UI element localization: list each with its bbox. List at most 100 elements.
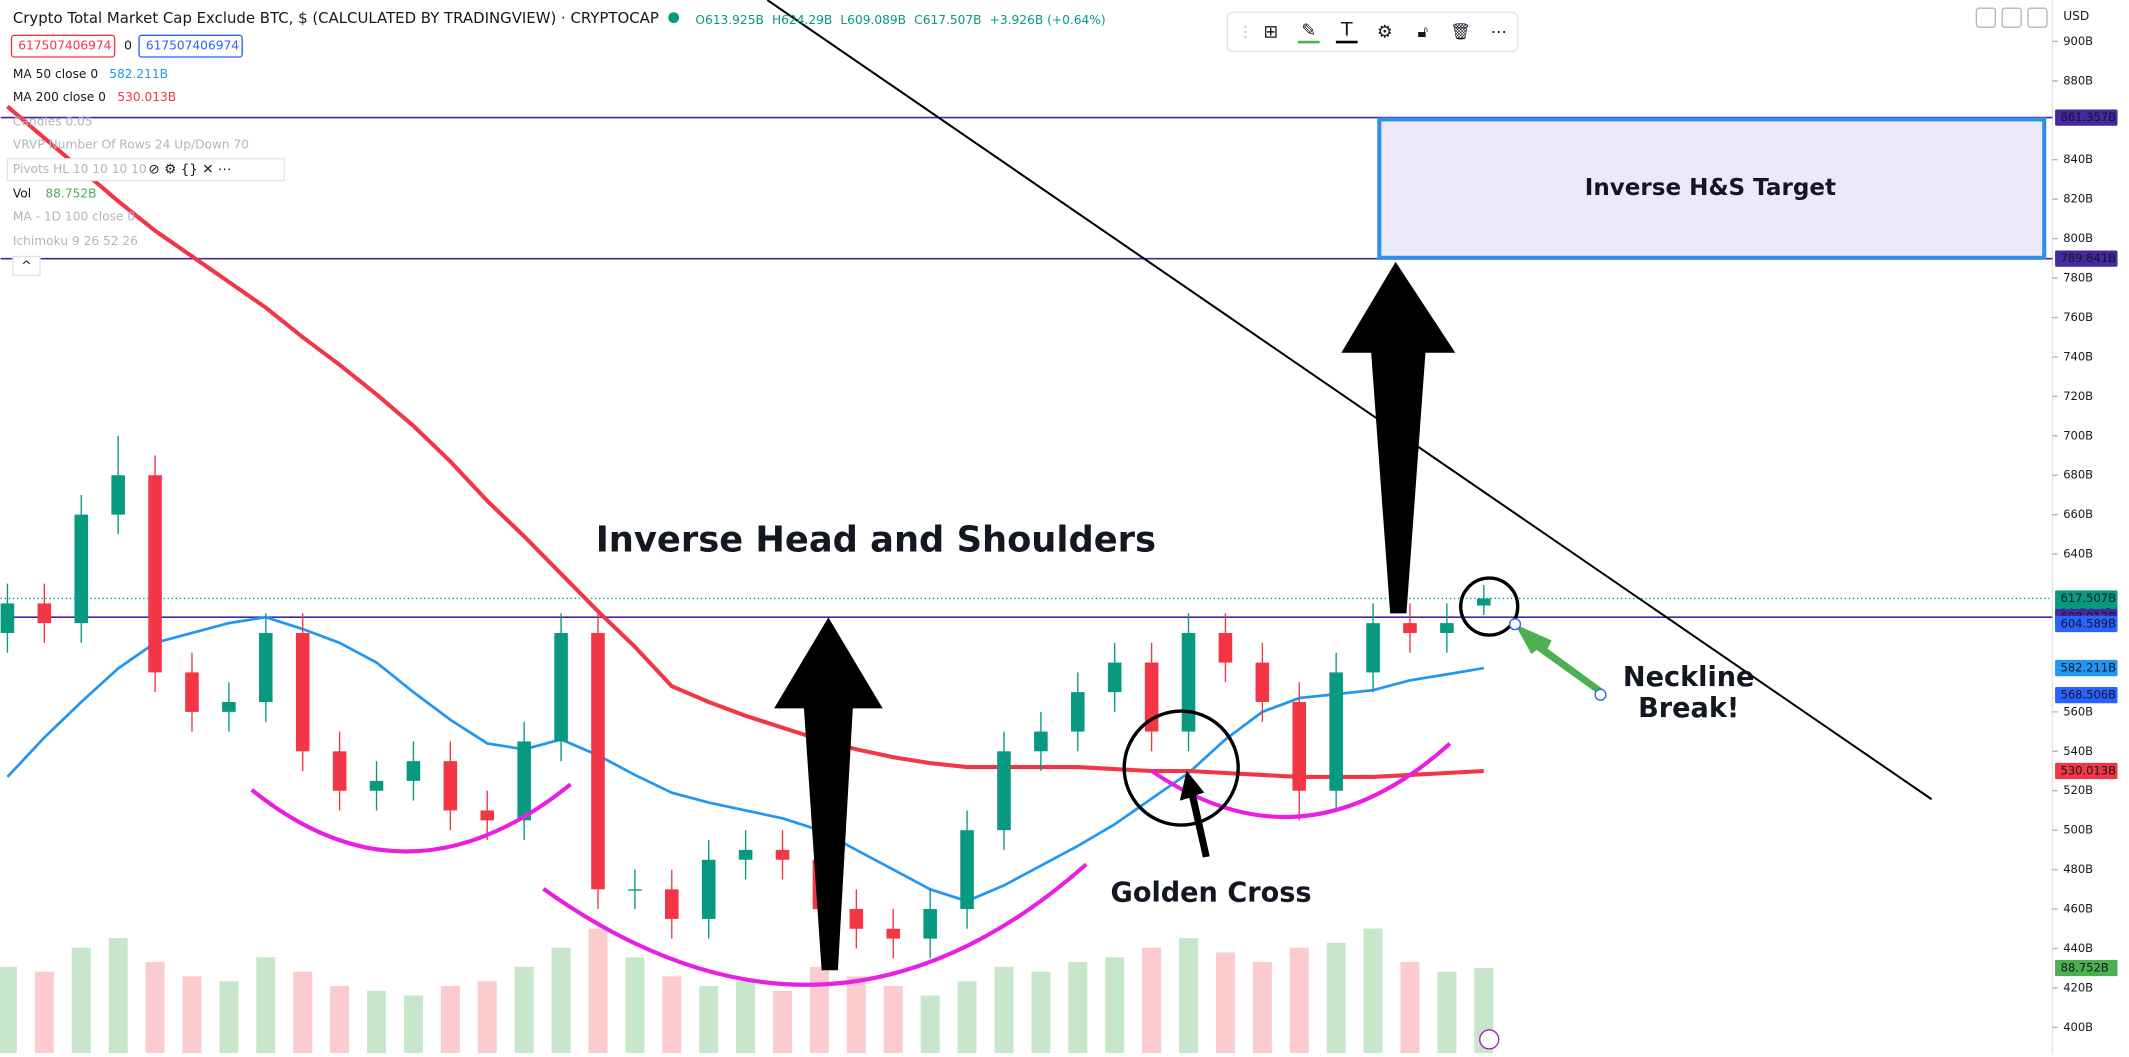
candle-body (738, 849, 753, 860)
price-label-box (2055, 659, 2118, 677)
currency[interactable]: USD (2063, 9, 2089, 23)
price-label: 582.211B (2061, 661, 2117, 675)
volume-bar (403, 995, 423, 1053)
candle-body (1181, 632, 1196, 732)
y-tick-label: 700B (2063, 428, 2093, 442)
input[interactable]: 617507406974 (18, 39, 111, 53)
candle-body (1477, 598, 1491, 606)
candle-body (148, 475, 162, 673)
volume-bar (293, 971, 313, 1053)
candle-body (997, 751, 1011, 831)
volume-bar (994, 966, 1014, 1053)
volume-label-box (2055, 959, 2118, 977)
plot-area (0, 104, 2053, 1053)
indicator[interactable]: Vol (13, 187, 31, 201)
chart-title: Crypto Total Market Cap Exclude BTC, $ (… (13, 9, 659, 27)
text-button[interactable]: T (1340, 18, 1353, 40)
lightning-icon[interactable] (1479, 1029, 1500, 1050)
candle-body (517, 741, 531, 821)
circle (1459, 576, 1520, 637)
more-button[interactable]: ⋯ (1491, 22, 1507, 41)
candle-body (1255, 662, 1270, 702)
candle-body (369, 780, 384, 791)
candle-body (111, 475, 125, 515)
y-tick-label: 880B (2063, 73, 2093, 87)
volume-bar (1068, 962, 1088, 1053)
delete-button[interactable]: 🗑︎ (1450, 22, 1471, 41)
volume-bar (625, 957, 645, 1053)
settings-button[interactable]: ⚙ (1377, 23, 1393, 43)
price-label: 530.013B (2061, 763, 2117, 777)
input[interactable]: 0 (124, 39, 132, 53)
indicator[interactable]: MA - 1D 100 close 0 (13, 210, 135, 224)
candle-body (886, 928, 901, 939)
trend-line (766, 0, 1933, 801)
volume-bar (71, 947, 91, 1053)
price-label: 568.506B (2061, 688, 2117, 702)
y-tick-label: 480B (2063, 862, 2093, 876)
volume-bar (34, 971, 54, 1053)
color-button[interactable]: ✎ (1301, 21, 1316, 41)
y-tick-label: 820B (2063, 192, 2093, 206)
indicator[interactable]: Pivots HL 10 10 10 10 (13, 162, 147, 176)
icons[interactable]: ⊘ ⚙ {} ✕ ⋯ (149, 162, 232, 178)
arrow (1515, 624, 1604, 695)
volume-bar (0, 966, 17, 1053)
input[interactable]: 617507406974 (146, 39, 239, 53)
candle-body (222, 702, 236, 712)
volume-bar (1179, 938, 1199, 1053)
lock-button[interactable]: 🔓︎ (1417, 22, 1428, 41)
volume-bar (219, 981, 239, 1053)
y-tick-label: 400B (2063, 1020, 2093, 1034)
y-tick-label: 900B (2063, 34, 2093, 48)
volume-bar (1363, 928, 1383, 1053)
candle-body (1292, 702, 1307, 791)
indicator[interactable]: MA 50 close 0 (13, 67, 98, 81)
volume-bar (1215, 952, 1235, 1053)
scroll-button[interactable] (1975, 7, 1997, 28)
candle-body (665, 889, 679, 919)
fullscreen-button[interactable] (2001, 7, 2022, 28)
ohlc-value: C617.507B (914, 13, 981, 27)
volume-bar (920, 995, 940, 1053)
break-label: Neckline (1623, 662, 1755, 693)
arrow-up (774, 617, 883, 971)
indicator[interactable]: MA 200 close 0 (13, 90, 106, 104)
y-tick-label: 420B (2063, 980, 2093, 994)
y-tick-label: 540B (2063, 744, 2093, 758)
volume-bar (330, 985, 350, 1053)
y-tick-label: 680B (2063, 468, 2093, 482)
ohlc-value: L609.089B (840, 13, 906, 27)
indicator[interactable]: Candles 0.05 (13, 115, 93, 129)
y-tick-label: 460B (2063, 902, 2093, 916)
collapse-icon[interactable]: ^ (21, 258, 31, 272)
volume-bar (1437, 971, 1457, 1053)
y-tick-label: 440B (2063, 941, 2093, 955)
volume-bar (367, 990, 387, 1053)
price-label-box (2055, 686, 2118, 704)
volume-bar (1031, 971, 1051, 1053)
handle (1594, 688, 1607, 701)
volume-bar (773, 990, 793, 1053)
input-box[interactable] (138, 34, 243, 58)
indicator[interactable]: Ichimoku 9 26 52 26 (13, 234, 138, 248)
candle-body (1366, 623, 1380, 673)
target-box (1377, 117, 2047, 260)
volume-bar (182, 976, 202, 1053)
volume-bar (1289, 947, 1309, 1053)
volume-bar (108, 938, 128, 1053)
reset-button[interactable] (2027, 7, 2048, 28)
volume-bar (1400, 962, 1420, 1053)
volume-bar (551, 947, 571, 1053)
indicator-value: 88.752B (45, 187, 96, 201)
volume-bar (1326, 942, 1346, 1053)
input-box[interactable] (10, 34, 116, 58)
template-button[interactable]: ⊞ (1263, 23, 1278, 43)
volume-bar (1105, 957, 1125, 1053)
collapse-button[interactable] (12, 255, 41, 277)
candle-body (960, 830, 974, 910)
drag-handle[interactable]: ⋮ (1238, 23, 1253, 41)
indicator[interactable]: VRVP Number Of Rows 24 Up/Down 70 (13, 138, 249, 152)
